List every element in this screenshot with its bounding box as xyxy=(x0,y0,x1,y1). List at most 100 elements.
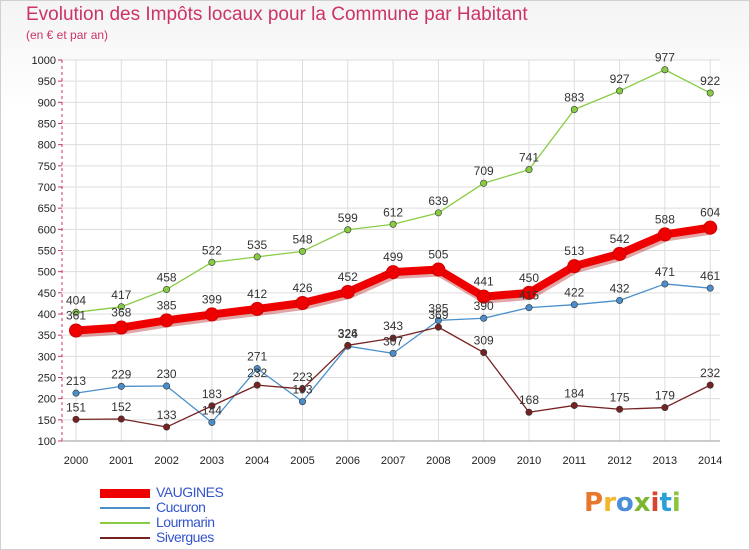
data-point-sivergues xyxy=(253,381,261,389)
data-point-sivergues xyxy=(117,415,125,423)
x-tick-label: 2004 xyxy=(245,455,269,467)
data-label-vaugines: 452 xyxy=(338,270,358,284)
data-label-lourmarin: 883 xyxy=(564,91,584,105)
data-point-lourmarin xyxy=(570,106,578,114)
data-point-sivergues xyxy=(570,401,578,409)
data-label-vaugines: 505 xyxy=(428,248,448,262)
x-tick-label: 2012 xyxy=(607,455,631,467)
data-point-vaugines xyxy=(522,285,536,300)
data-label-sivergues: 223 xyxy=(292,370,312,384)
data-point-cucuron xyxy=(163,382,171,390)
y-tick-label: 150 xyxy=(38,415,56,427)
data-point-sivergues xyxy=(661,404,669,412)
data-label-cucuron: 324 xyxy=(338,327,358,341)
data-point-cucuron xyxy=(434,316,442,324)
data-point-cucuron xyxy=(480,314,488,322)
x-tick-label: 2009 xyxy=(471,455,495,467)
x-tick-label: 2002 xyxy=(154,455,178,467)
data-point-lourmarin xyxy=(480,179,488,187)
y-tick-label: 850 xyxy=(38,119,56,131)
legend-swatch xyxy=(100,522,150,524)
data-point-cucuron xyxy=(661,280,669,288)
proxiti-logo: Proxiti xyxy=(584,488,681,518)
data-point-sivergues xyxy=(480,349,488,357)
data-label-cucuron: 213 xyxy=(66,374,86,388)
data-label-cucuron: 385 xyxy=(428,301,448,315)
y-tick-label: 700 xyxy=(38,182,56,194)
data-point-cucuron xyxy=(570,301,578,309)
data-label-vaugines: 499 xyxy=(383,250,403,264)
data-point-lourmarin xyxy=(72,308,80,316)
y-tick-label: 450 xyxy=(38,288,56,300)
data-label-sivergues: 326 xyxy=(338,326,358,340)
data-label-cucuron: 415 xyxy=(519,289,539,303)
data-label-cucuron: 271 xyxy=(247,350,267,364)
data-label-sivergues: 309 xyxy=(474,334,494,348)
data-point-vaugines xyxy=(159,313,174,328)
data-point-vaugines xyxy=(476,289,491,304)
legend-label: VAUGINES xyxy=(156,484,224,500)
y-tick-label: 350 xyxy=(38,330,56,342)
data-label-cucuron: 390 xyxy=(474,299,494,313)
legend-label: Sivergues xyxy=(156,529,214,545)
data-point-vaugines xyxy=(340,284,355,299)
legend-swatch xyxy=(100,507,150,509)
data-label-cucuron: 144 xyxy=(202,403,222,417)
legend-label: Lourmarin xyxy=(156,514,215,530)
data-point-lourmarin xyxy=(525,166,533,174)
data-label-lourmarin: 922 xyxy=(700,74,720,88)
data-point-lourmarin xyxy=(344,226,352,234)
data-point-lourmarin xyxy=(253,253,261,261)
chart-subtitle: (en € et par an) xyxy=(26,28,109,42)
data-point-vaugines xyxy=(250,301,265,316)
data-point-lourmarin xyxy=(616,87,624,95)
data-point-cucuron xyxy=(208,418,216,426)
chart-title: Evolution des Impôts locaux pour la Comm… xyxy=(26,4,528,25)
data-point-lourmarin xyxy=(117,303,125,311)
y-tick-label: 900 xyxy=(38,97,56,109)
data-point-cucuron xyxy=(389,349,397,357)
data-point-cucuron xyxy=(616,296,624,304)
y-tick-label: 300 xyxy=(38,351,56,363)
y-tick-label: 950 xyxy=(38,76,56,88)
data-label-vaugines: 368 xyxy=(111,306,131,320)
data-label-lourmarin: 709 xyxy=(474,164,494,178)
data-label-sivergues: 152 xyxy=(111,400,131,414)
data-point-sivergues xyxy=(525,408,533,416)
data-label-cucuron: 422 xyxy=(564,286,584,300)
data-point-cucuron xyxy=(525,304,533,312)
data-point-sivergues xyxy=(163,423,171,431)
y-tick-label: 550 xyxy=(38,246,56,258)
y-tick-label: 250 xyxy=(38,373,56,385)
data-point-vaugines xyxy=(69,323,83,338)
data-label-lourmarin: 404 xyxy=(66,293,86,307)
data-point-vaugines xyxy=(431,262,446,277)
data-label-sivergues: 168 xyxy=(519,393,539,407)
data-point-lourmarin xyxy=(163,285,171,293)
data-point-vaugines xyxy=(612,246,627,261)
data-label-lourmarin: 548 xyxy=(292,232,312,246)
data-point-cucuron xyxy=(253,365,261,373)
data-label-lourmarin: 458 xyxy=(157,270,177,284)
y-tick-label: 800 xyxy=(38,140,56,152)
data-label-sivergues: 232 xyxy=(247,366,267,380)
data-label-vaugines: 399 xyxy=(202,292,222,306)
data-point-sivergues xyxy=(208,402,216,410)
data-point-cucuron xyxy=(117,382,125,390)
data-label-vaugines: 385 xyxy=(157,298,177,312)
data-point-cucuron xyxy=(72,389,80,397)
data-label-sivergues: 179 xyxy=(655,389,675,403)
data-point-lourmarin xyxy=(389,220,397,228)
data-point-sivergues xyxy=(616,405,624,413)
x-tick-label: 2013 xyxy=(653,455,677,467)
data-label-lourmarin: 977 xyxy=(655,51,675,65)
data-point-lourmarin xyxy=(661,66,669,74)
x-tick-label: 2000 xyxy=(64,455,88,467)
data-point-vaugines xyxy=(703,220,718,235)
data-label-cucuron: 432 xyxy=(610,281,630,295)
data-label-sivergues: 343 xyxy=(383,319,403,333)
x-tick-label: 2010 xyxy=(517,455,541,467)
data-label-vaugines: 426 xyxy=(292,281,312,295)
data-point-vaugines xyxy=(204,307,219,322)
